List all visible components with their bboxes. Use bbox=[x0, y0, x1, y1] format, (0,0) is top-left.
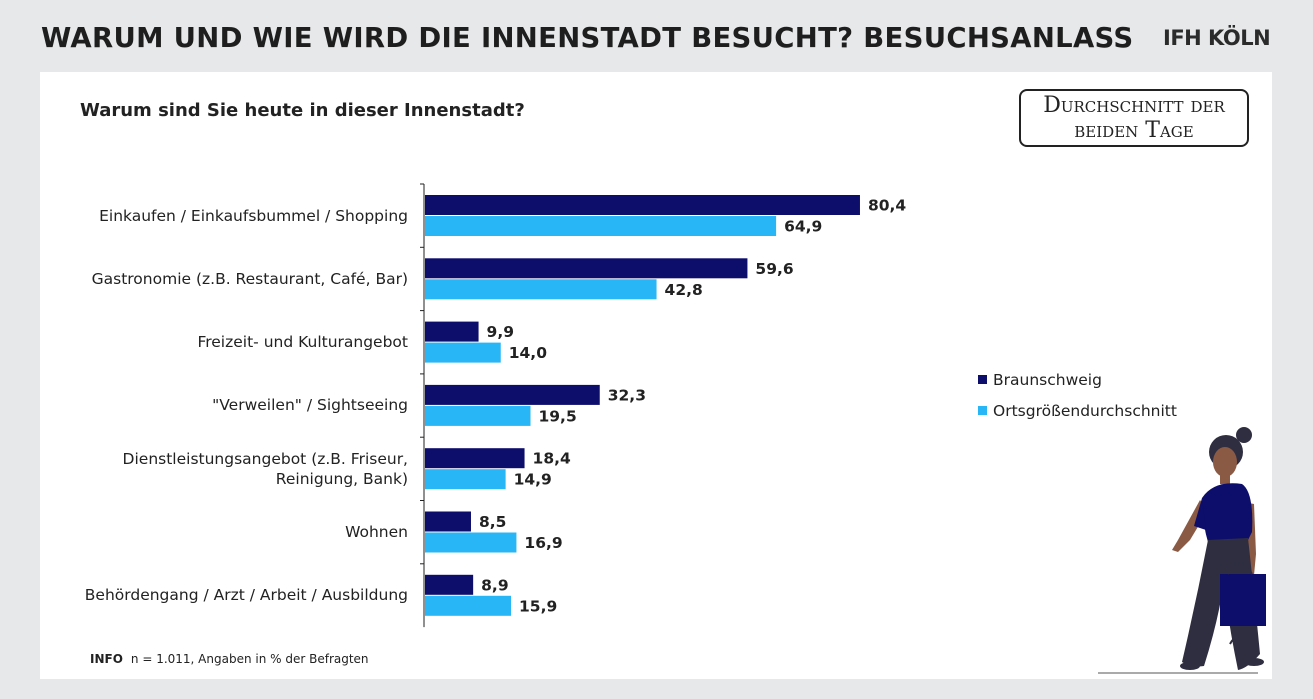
woman-shopping-illustration-icon bbox=[1098, 427, 1266, 674]
legend-item-ortsgroesse: Ortsgrößendurchschnitt bbox=[978, 395, 1177, 426]
category-label: Freizeit- und Kulturangebot bbox=[197, 333, 408, 352]
bar-braunschweig bbox=[425, 258, 748, 279]
legend-item-braunschweig: Braunschweig bbox=[978, 364, 1177, 395]
bar-ortsgroesse bbox=[425, 532, 517, 553]
bar-chart: 80,4 64,9 59,6 42,8 9,9 14,0 32,3 19,5 18,4 14,9 8… bbox=[420, 183, 906, 628]
bar-braunschweig bbox=[425, 321, 479, 342]
bar-ortsgroesse bbox=[425, 279, 657, 300]
chart-question: Warum sind Sie heute in dieser Innenstad… bbox=[80, 100, 525, 121]
bar-ortsgroesse bbox=[425, 405, 531, 426]
data-label: 19,5 bbox=[538, 407, 576, 425]
data-label: 64,9 bbox=[784, 218, 822, 236]
average-badge: Durchschnitt der beiden Tage bbox=[1019, 89, 1249, 147]
bar-braunschweig bbox=[425, 574, 474, 595]
bar-braunschweig bbox=[425, 195, 860, 215]
category-label: "Verweilen" / Sightseeing bbox=[212, 396, 408, 415]
bar-ortsgroesse bbox=[425, 342, 501, 363]
brand-logo: IFH KÖLN bbox=[1163, 26, 1271, 50]
data-label: 18,4 bbox=[533, 450, 571, 468]
legend-swatch-braunschweig bbox=[978, 375, 987, 384]
data-label: 32,3 bbox=[608, 386, 646, 404]
bar-braunschweig bbox=[425, 448, 525, 469]
info-note: INFO n = 1.011, Angaben in % der Befragte… bbox=[90, 652, 369, 666]
legend-label: Ortsgrößendurchschnitt bbox=[993, 401, 1177, 420]
category-label: Dienstleistungsangebot (z.B. Friseur, Re… bbox=[122, 449, 408, 488]
chart-panel: Warum sind Sie heute in dieser Innenstad… bbox=[40, 72, 1272, 679]
data-label: 16,9 bbox=[524, 534, 562, 552]
category-label: Einkaufen / Einkaufsbummel / Shopping bbox=[99, 206, 408, 225]
bar-ortsgroesse bbox=[425, 595, 512, 616]
data-label: 42,8 bbox=[665, 281, 703, 299]
data-label: 80,4 bbox=[868, 197, 906, 215]
bar-braunschweig bbox=[425, 384, 600, 405]
category-label: Wohnen bbox=[345, 523, 408, 541]
category-label: Behördengang / Arzt / Arbeit / Ausbildun… bbox=[84, 586, 408, 605]
data-label: 14,9 bbox=[514, 471, 552, 489]
data-label: 59,6 bbox=[755, 260, 793, 278]
data-label: 9,9 bbox=[487, 323, 514, 341]
category-label: Gastronomie (z.B. Restaurant, Café, Bar) bbox=[91, 269, 408, 288]
bar-braunschweig bbox=[425, 511, 471, 532]
data-label: 14,0 bbox=[509, 344, 547, 362]
bar-ortsgroesse bbox=[425, 216, 777, 236]
legend-label: Braunschweig bbox=[993, 370, 1102, 389]
data-label: 15,9 bbox=[519, 597, 557, 615]
legend-swatch-ortsgroesse bbox=[978, 406, 987, 415]
bar-ortsgroesse bbox=[425, 469, 506, 490]
data-label: 8,5 bbox=[479, 513, 506, 531]
legend: Braunschweig Ortsgrößendurchschnitt bbox=[978, 364, 1177, 426]
data-label: 8,9 bbox=[481, 576, 508, 594]
page-title: WARUM UND WIE WIRD DIE INNENSTADT BESUCH… bbox=[41, 22, 1134, 54]
